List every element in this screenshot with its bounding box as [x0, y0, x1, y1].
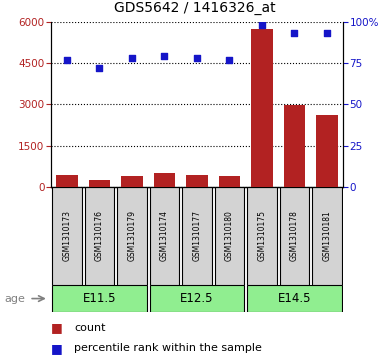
Point — [324, 30, 330, 36]
Text: percentile rank within the sample: percentile rank within the sample — [74, 343, 262, 354]
Text: GSM1310175: GSM1310175 — [257, 211, 266, 261]
Bar — [117, 187, 147, 285]
Text: age: age — [4, 294, 25, 303]
Bar — [215, 187, 244, 285]
Text: GSM1310178: GSM1310178 — [290, 211, 299, 261]
Bar — [154, 174, 175, 187]
Bar — [316, 115, 337, 187]
Text: ■: ■ — [51, 342, 62, 355]
Point — [129, 55, 135, 61]
Text: E14.5: E14.5 — [278, 292, 311, 305]
Bar — [182, 187, 211, 285]
Bar — [252, 29, 273, 187]
Text: GDS5642 / 1416326_at: GDS5642 / 1416326_at — [114, 0, 276, 15]
Text: GSM1310177: GSM1310177 — [192, 211, 202, 261]
Bar — [186, 175, 207, 187]
Text: GSM1310174: GSM1310174 — [160, 211, 169, 261]
Bar — [150, 187, 179, 285]
Bar — [85, 187, 114, 285]
Text: GSM1310180: GSM1310180 — [225, 211, 234, 261]
Bar — [247, 187, 277, 285]
Bar — [52, 187, 82, 285]
Bar — [89, 180, 110, 187]
Text: GSM1310173: GSM1310173 — [62, 211, 71, 261]
Text: count: count — [74, 323, 106, 333]
Point — [194, 55, 200, 61]
Bar — [284, 105, 305, 187]
Text: E11.5: E11.5 — [83, 292, 116, 305]
Bar — [121, 176, 142, 187]
Bar — [52, 285, 147, 312]
Bar — [150, 285, 244, 312]
Bar — [280, 187, 309, 285]
Point — [291, 30, 298, 36]
Point — [96, 65, 103, 71]
Text: GSM1310176: GSM1310176 — [95, 211, 104, 261]
Point — [259, 22, 265, 28]
Bar — [57, 175, 78, 187]
Text: ■: ■ — [51, 322, 62, 335]
Bar — [312, 187, 342, 285]
Text: GSM1310181: GSM1310181 — [323, 211, 332, 261]
Text: E12.5: E12.5 — [180, 292, 214, 305]
Text: GSM1310179: GSM1310179 — [128, 211, 136, 261]
Point — [64, 57, 70, 63]
Point — [226, 57, 232, 63]
Point — [161, 54, 168, 60]
Bar — [247, 285, 342, 312]
Bar — [219, 176, 240, 187]
